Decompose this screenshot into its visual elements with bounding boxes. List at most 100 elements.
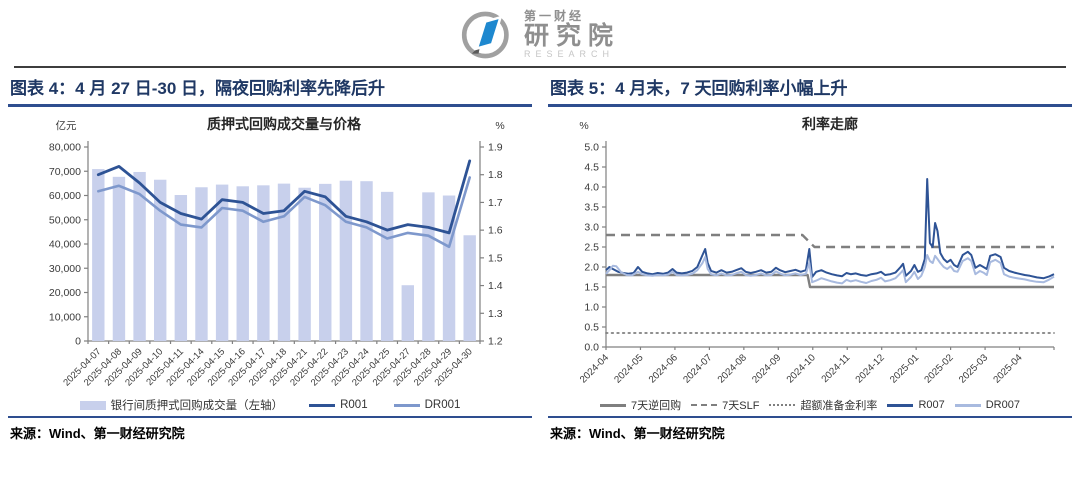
chart5-x-tick: 2024-11 (820, 353, 853, 386)
volume-bar (380, 192, 394, 342)
chart5-x-tick: 2024-07 (681, 353, 714, 386)
legend-item-超额准备金利率: 超额准备金利率 (769, 397, 877, 413)
chart5-x-tick: 2024-08 (716, 352, 750, 386)
logo-mark-icon (461, 11, 509, 59)
chart4-y-right-tick: 1.2 (488, 336, 503, 348)
chart5-x-tick: 2024-04 (578, 352, 612, 386)
chart5-x-tick: 2024-12 (854, 353, 887, 386)
chart4-y-right-tick: 1.6 (488, 225, 503, 237)
figures-row: 图表 4：4 月 27 日-30 日，隔夜回购利率先降后升 质押式回购成交量与价… (0, 68, 1080, 442)
chart5-y-tick: 1.5 (584, 282, 599, 294)
chart4-y-left-tick: 10,000 (49, 312, 81, 324)
header-divider (14, 66, 1066, 68)
figure5-panel: 图表 5：4 月末，7 天回购利率小幅上升 利率走廊% 0.0 0.5 1.0 1.5 2… (548, 68, 1072, 442)
chart4-y-left-tick: 50,000 (49, 215, 81, 227)
legend-swatch (769, 404, 796, 407)
chart5-y-tick: 5.0 (584, 142, 599, 154)
chart5-x-tick: 2025-04 (991, 352, 1025, 386)
volume-bar (319, 184, 332, 342)
volume-bar (195, 187, 208, 342)
chart5-axes (602, 141, 1055, 351)
legend-label: 7天逆回购 (631, 400, 682, 413)
volume-bar (257, 185, 270, 342)
chart5-y-tick: 0.0 (584, 342, 599, 354)
legend-item-R007: R007 (887, 399, 945, 412)
chart4-y-left-tick: 0 (75, 336, 81, 348)
legend-label: 7天SLF (722, 400, 760, 413)
chart5-x-tick: 2024-06 (647, 352, 681, 386)
series-7天SLF-line (606, 234, 1054, 249)
legend-label: R001 (340, 399, 368, 412)
volume-bar (298, 187, 311, 342)
series-DR001-line (97, 176, 472, 249)
legend-item-DR007: DR007 (954, 399, 1020, 412)
chart5-x-tick: 2024-05 (612, 352, 646, 386)
legend-label: 超额准备金利率 (800, 400, 878, 413)
figure4-source-divider (8, 416, 532, 419)
volume-bar (174, 195, 188, 342)
chart5-y-tick: 4.0 (584, 182, 599, 194)
volume-bar (112, 177, 126, 342)
logo-brand-cn-small: 第一财经 (523, 9, 584, 24)
legend-label: R007 (918, 399, 945, 412)
legend-item-R001: R001 (309, 399, 368, 411)
chart4-volume-bars (92, 169, 476, 342)
chart4-left-axis-unit: 亿元 (56, 119, 77, 132)
chart4-y-right-tick: 1.7 (488, 197, 503, 209)
chart5-title: 利率走廊 (802, 116, 858, 132)
chart5-x-tick: 2025-03 (957, 352, 991, 386)
figure4-panel: 图表 4：4 月 27 日-30 日，隔夜回购利率先降后升 质押式回购成交量与价… (8, 68, 532, 442)
chart4-pledged-repo-volume-price: 质押式回购成交量与价格 亿元 % 0 10,000 20,000 30,000 40,000 5… (49, 116, 505, 388)
chart4-y-left-tick: 30,000 (49, 263, 81, 275)
legend-swatch (954, 403, 981, 407)
logo-wordmark: 第一财经 研究院 RESEARCH (524, 10, 620, 59)
figure4-heading: 图表 4：4 月 27 日-30 日，隔夜回购利率先降后升 (8, 78, 532, 108)
chart4-y-right-tick: 1.8 (488, 169, 503, 181)
chart5-rate-corridor: 利率走廊% 0.0 0.5 1.0 1.5 2.0 2.5 3.0 3.5 4.0 4.5 5.0 20… (578, 116, 1055, 386)
chart5-y-tick: 3.0 (584, 222, 599, 234)
figure5-source: 来源：Wind、第一财经研究院 (550, 426, 725, 442)
figure5-source-divider (548, 416, 1072, 419)
volume-bar (401, 285, 414, 342)
yicai-research-logo: 第一财经 研究院 RESEARCH (460, 8, 620, 62)
volume-bar (154, 179, 167, 342)
series-R007-line (605, 178, 1055, 280)
chart4-y-right-tick: 1.4 (488, 280, 503, 292)
chart5-y-tick: 2.0 (584, 262, 599, 274)
chart4-y-left-tick: 60,000 (49, 190, 81, 202)
volume-bar (133, 172, 146, 342)
chart5-y-tick: 0.5 (584, 322, 599, 334)
legend-label: DR007 (985, 399, 1020, 412)
legend-swatch (393, 403, 420, 407)
chart5-y-tick: 4.5 (584, 162, 599, 174)
chart4-y-left-tick: 70,000 (49, 166, 81, 178)
legend-swatch (691, 404, 718, 407)
chart4-legend: 银行间质押式回购成交量（左轴） R001 DR001 (8, 397, 532, 413)
chart5-x-tick: 2024-10 (785, 352, 819, 386)
chart4-y-right-tick: 1.9 (488, 142, 503, 154)
chart5-y-tick: 1.0 (584, 302, 599, 314)
chart4-right-axis-unit: % (495, 120, 504, 132)
chart5-x-tick: 2024-09 (750, 353, 783, 386)
volume-bar (236, 186, 249, 342)
chart5-y-tick: 3.5 (584, 202, 599, 214)
volume-bar (422, 192, 435, 342)
legend-swatch (79, 400, 106, 410)
chart4-y-left-tick: 40,000 (49, 239, 81, 251)
chart4-y-right-tick: 1.5 (488, 253, 503, 265)
legend-item-DR001: DR001 (393, 399, 461, 412)
figure5-heading: 图表 5：4 月末，7 天回购利率小幅上升 (548, 78, 1072, 108)
chart4-y-right-tick: 1.3 (488, 308, 503, 320)
chart4-y-left-tick: 80,000 (49, 142, 81, 154)
chart5-x-tick: 2025-01 (888, 353, 921, 386)
volume-bar (463, 235, 476, 342)
logo-brand-cn-large: 研究院 (523, 21, 620, 50)
masthead: 第一财经 研究院 RESEARCH (0, 0, 1080, 66)
legend-swatch (600, 403, 627, 407)
legend-item-银行间质押式回购成交量（左轴）: 银行间质押式回购成交量（左轴） (79, 397, 283, 413)
figure4-source: 来源：Wind、第一财经研究院 (10, 426, 185, 442)
logo-brand-en: RESEARCH (523, 49, 614, 60)
chart5-x-tick: 2025-02 (923, 353, 956, 386)
legend-label: DR001 (424, 399, 461, 412)
